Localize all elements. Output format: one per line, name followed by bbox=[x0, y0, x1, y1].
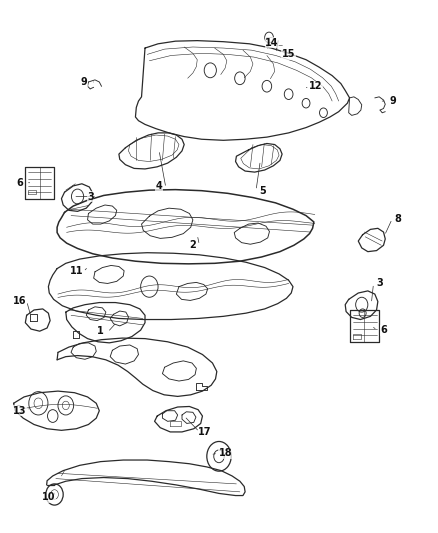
Text: 10: 10 bbox=[42, 492, 55, 502]
Text: 2: 2 bbox=[190, 240, 196, 251]
Text: 6: 6 bbox=[380, 325, 387, 335]
Text: 15: 15 bbox=[282, 50, 295, 59]
Text: 17: 17 bbox=[198, 427, 212, 437]
Text: 3: 3 bbox=[87, 191, 94, 201]
Text: 6: 6 bbox=[16, 177, 23, 188]
Text: 8: 8 bbox=[395, 214, 402, 224]
Text: 3: 3 bbox=[377, 278, 383, 288]
Text: 14: 14 bbox=[265, 38, 279, 48]
Text: 13: 13 bbox=[13, 406, 26, 416]
Text: 4: 4 bbox=[155, 181, 162, 191]
Text: 9: 9 bbox=[390, 96, 396, 106]
Text: 16: 16 bbox=[13, 296, 26, 306]
Text: 11: 11 bbox=[70, 266, 83, 276]
Text: 9: 9 bbox=[81, 77, 88, 87]
Text: 12: 12 bbox=[309, 81, 322, 91]
Text: 1: 1 bbox=[97, 326, 104, 336]
Text: 5: 5 bbox=[259, 185, 266, 196]
Text: 18: 18 bbox=[219, 448, 232, 458]
